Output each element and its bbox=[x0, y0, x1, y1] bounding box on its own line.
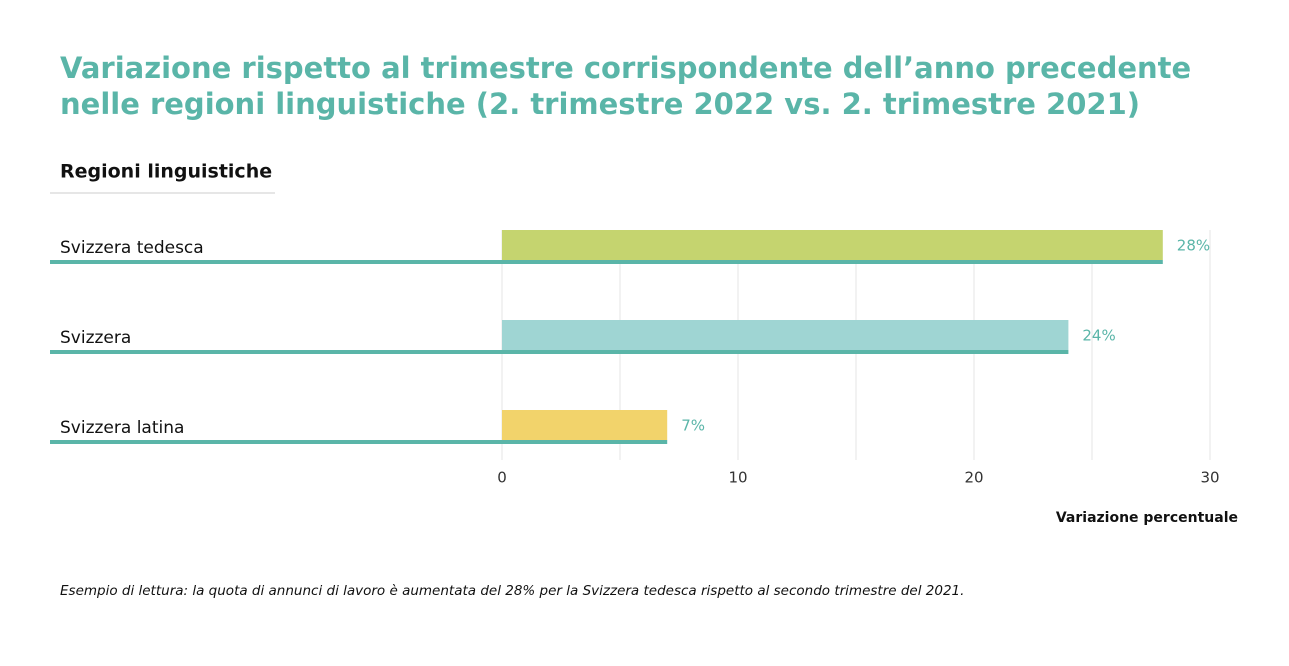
bar bbox=[502, 410, 668, 440]
value-label: 24% bbox=[1082, 327, 1115, 345]
chart-title: nelle regioni linguistiche (2. trimestre… bbox=[60, 87, 1140, 121]
bar-underline bbox=[50, 350, 1069, 354]
category-label: Svizzera bbox=[60, 328, 131, 348]
category-label: Svizzera tedesca bbox=[60, 238, 204, 258]
note: Esempio di lettura: la quota di annunci … bbox=[60, 583, 964, 599]
bar-underline bbox=[50, 260, 1163, 264]
y-axis-label: Regioni linguistiche bbox=[60, 161, 272, 183]
value-label: 7% bbox=[681, 417, 705, 435]
x-tick-label: 0 bbox=[497, 469, 507, 487]
category-label: Svizzera latina bbox=[60, 418, 184, 438]
bar bbox=[502, 230, 1163, 260]
chart-title: Variazione rispetto al trimestre corrisp… bbox=[60, 51, 1191, 85]
x-tick-label: 20 bbox=[964, 469, 983, 487]
bar-underline bbox=[50, 440, 668, 444]
x-tick-label: 30 bbox=[1200, 469, 1219, 487]
value-label: 28% bbox=[1177, 237, 1210, 255]
x-axis-label: Variazione percentuale bbox=[1056, 510, 1238, 526]
x-tick-label: 10 bbox=[728, 469, 747, 487]
bar bbox=[502, 320, 1069, 350]
